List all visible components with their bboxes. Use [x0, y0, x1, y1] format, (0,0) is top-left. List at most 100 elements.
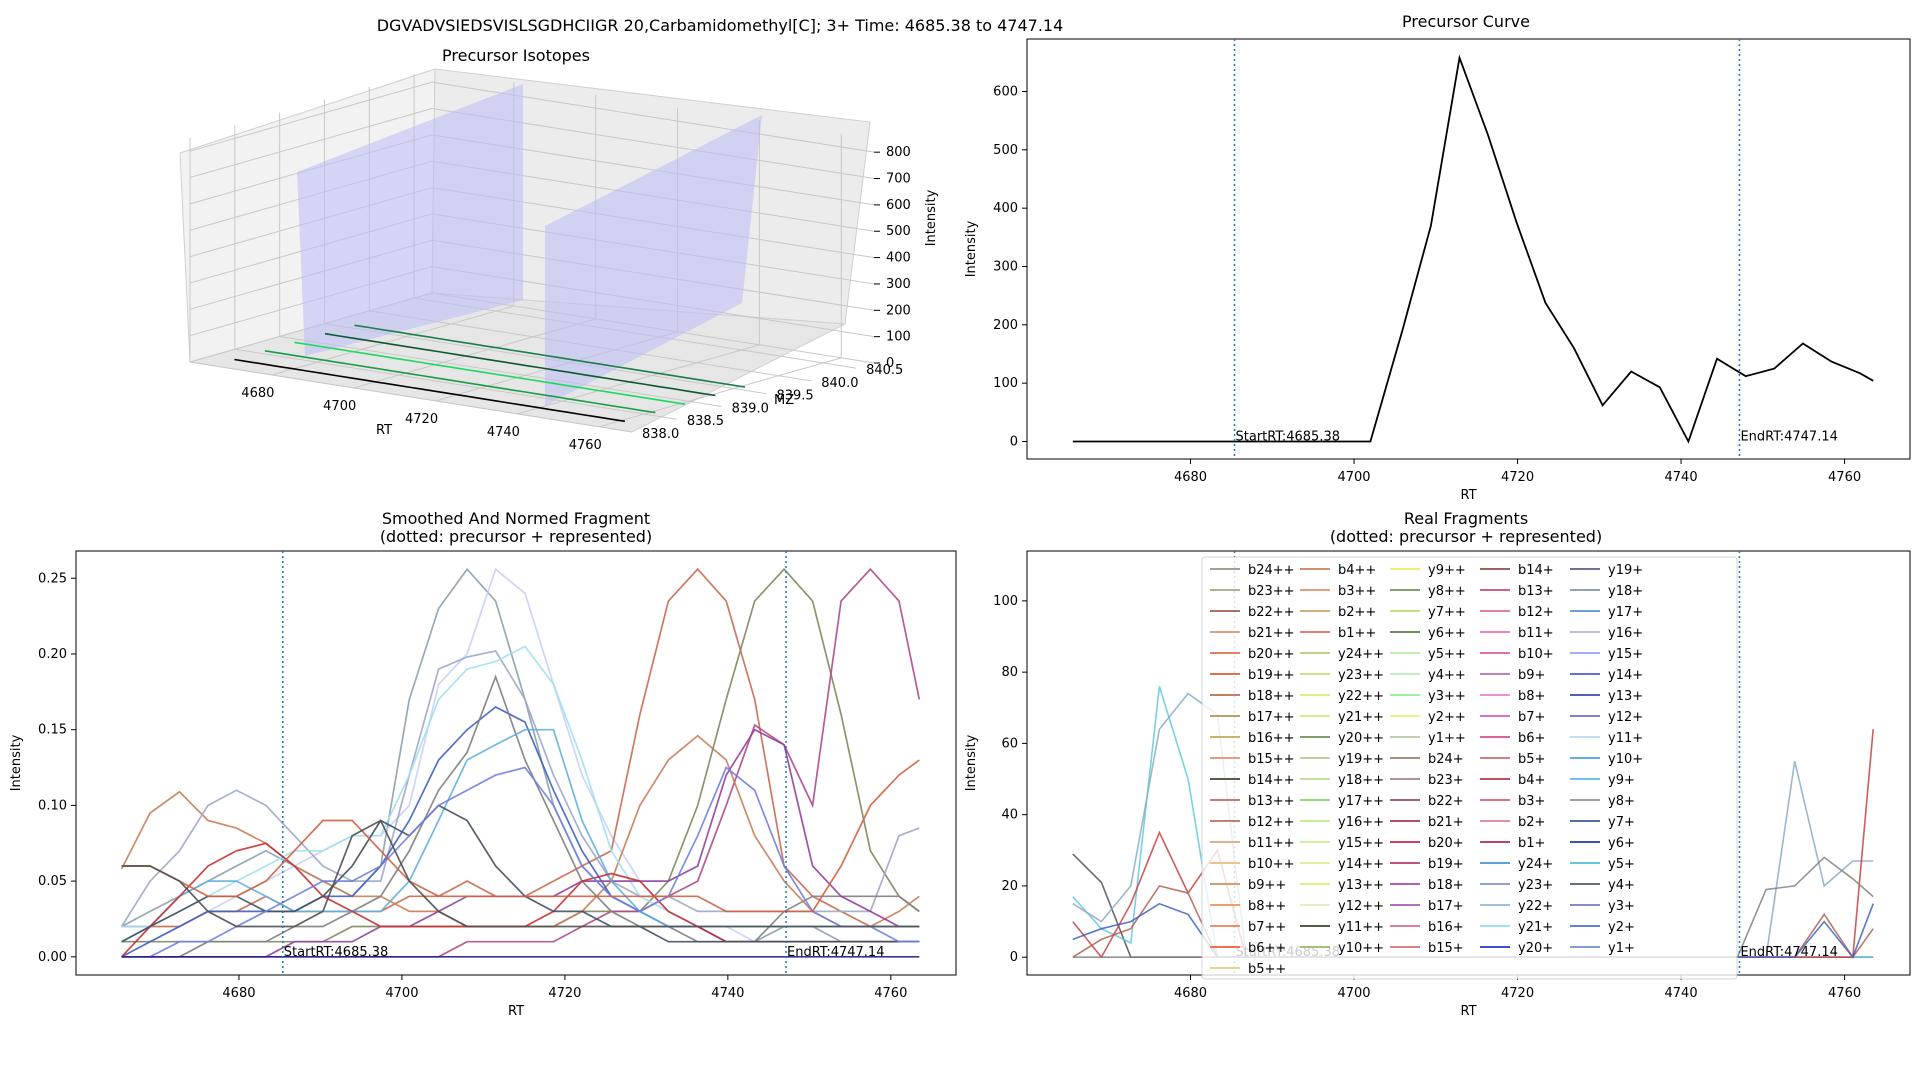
z-tick-label: 400	[886, 251, 911, 266]
precursor-isotopes-title: Precursor Isotopes	[442, 46, 590, 65]
x-tick-label: 4760	[1828, 986, 1861, 1001]
start-rt-plane	[297, 84, 523, 356]
legend-label: y23++	[1338, 668, 1384, 683]
legend-label: b11++	[1248, 836, 1295, 851]
grid-z	[189, 81, 875, 153]
legend-label: b8+	[1518, 689, 1545, 704]
x-tick-label: 4760	[874, 986, 907, 1001]
isotope-line-1	[264, 350, 656, 414]
legend-label: b20+	[1428, 836, 1464, 851]
y-tick-label: 100	[993, 376, 1018, 391]
legend-label: y15+	[1608, 647, 1643, 662]
legend-label: y12+	[1608, 710, 1643, 725]
y-axis-label: Intensity	[964, 734, 979, 791]
y-tick-label: 20	[1001, 879, 1018, 894]
mz-tick-label: 838.0	[642, 427, 679, 442]
series-line-0	[121, 567, 920, 943]
legend-label: y17++	[1338, 794, 1384, 809]
series-line-1	[121, 567, 920, 943]
legend-label: b15+	[1428, 941, 1464, 956]
legend-label: y1+	[1608, 941, 1635, 956]
legend-label: y13+	[1608, 689, 1643, 704]
plot-frame	[1026, 38, 1911, 460]
legend-label: b21+	[1428, 815, 1464, 830]
rt-tick-label: 4680	[241, 386, 274, 401]
legend-label: b19+	[1428, 857, 1464, 872]
legend-label: y11+	[1608, 731, 1643, 746]
legend-label: b13+	[1518, 584, 1554, 599]
y-tick-label: 400	[993, 201, 1018, 216]
mz-axis-label: MZ	[774, 393, 794, 408]
y-axis-label: Intensity	[964, 220, 979, 277]
mz-tick-label: 840.0	[821, 376, 858, 391]
series-line-9	[121, 674, 920, 958]
y-tick-label: 0.00	[38, 950, 67, 965]
legend-label: b24++	[1248, 563, 1295, 578]
legend-label: b5+	[1518, 752, 1545, 767]
z-tick-label: 100	[886, 330, 911, 345]
x-tick-label: 4700	[385, 986, 418, 1001]
legend-label: y2+	[1608, 920, 1635, 935]
intensity-axis-label-3d: Intensity	[924, 189, 939, 246]
legend-label: y20++	[1338, 731, 1384, 746]
legend-label: y18++	[1338, 773, 1384, 788]
legend-label: b18++	[1248, 689, 1295, 704]
legend-label: y13++	[1338, 878, 1384, 893]
legend-label: y12++	[1338, 899, 1384, 914]
legend-label: b22+	[1428, 794, 1464, 809]
z-tick-label: 800	[886, 145, 911, 160]
plot-frame	[75, 550, 957, 976]
legend-label: b23++	[1248, 584, 1295, 599]
legend-label: y1++	[1428, 731, 1466, 746]
y-tick-label: 0.25	[38, 571, 67, 586]
x-tick-label: 4720	[1501, 986, 1534, 1001]
x-tick-label: 4720	[1501, 470, 1534, 485]
x-tick-label: 4700	[1337, 470, 1370, 485]
x-tick-label: 4680	[222, 986, 255, 1001]
y-tick-label: 0.15	[38, 723, 67, 738]
smoothed-fragment-panel: Smoothed And Normed Fragment (dotted: pr…	[9, 509, 957, 1019]
legend-label: y10++	[1338, 941, 1384, 956]
legend-label: y17+	[1608, 605, 1643, 620]
legend-label: b3++	[1338, 584, 1376, 599]
y-tick-label: 60	[1001, 736, 1018, 751]
legend-label: b22++	[1248, 605, 1295, 620]
z-tick-label: 300	[886, 277, 911, 292]
smoothed-fragment-subtitle: (dotted: precursor + represented)	[380, 527, 652, 546]
legend-label: b16++	[1248, 731, 1295, 746]
y-tick-label: 200	[993, 318, 1018, 333]
x-tick-label: 4680	[1174, 470, 1207, 485]
legend-label: y7++	[1428, 605, 1466, 620]
legend-label: y14+	[1608, 668, 1643, 683]
start-rt-label: StartRT:4685.38	[1236, 430, 1341, 445]
rt-tick-label: 4740	[487, 425, 520, 440]
rt-tick-label: 4700	[323, 399, 356, 414]
isotope-line-3	[324, 332, 716, 397]
legend-label: b3+	[1518, 794, 1545, 809]
legend-label: y19++	[1338, 752, 1384, 767]
end-rt-label: EndRT:4747.14	[1740, 945, 1837, 960]
legend-label: b5++	[1248, 962, 1286, 977]
legend-label: b2+	[1518, 815, 1545, 830]
legend-label: b6+	[1518, 731, 1545, 746]
legend-label: b8++	[1248, 899, 1286, 914]
y-tick-label: 0	[1010, 950, 1018, 965]
end-rt-label: EndRT:4747.14	[787, 945, 884, 960]
mz-tick-label: 840.5	[866, 363, 903, 378]
rt-tick-label: 4720	[405, 412, 438, 427]
figure-title: DGVADVSIEDSVISLSGDHCIIGR 20,Carbamidomet…	[376, 16, 1064, 35]
series-group	[1072, 54, 1874, 444]
legend-label: b1++	[1338, 626, 1376, 641]
legend-label: b16+	[1428, 920, 1464, 935]
legend-label: b7++	[1248, 920, 1286, 935]
legend-label: b9+	[1518, 668, 1545, 683]
legend-label: y22+	[1518, 899, 1553, 914]
mz-tick-label: 839.0	[732, 401, 769, 416]
x-tick-label: 4680	[1174, 986, 1207, 1001]
legend-label: y20+	[1518, 941, 1553, 956]
z-tick-label: 0	[886, 356, 894, 371]
legend-label: y21+	[1518, 920, 1553, 935]
legend-label: b11+	[1518, 626, 1554, 641]
rt-axis-label: RT	[376, 423, 392, 438]
